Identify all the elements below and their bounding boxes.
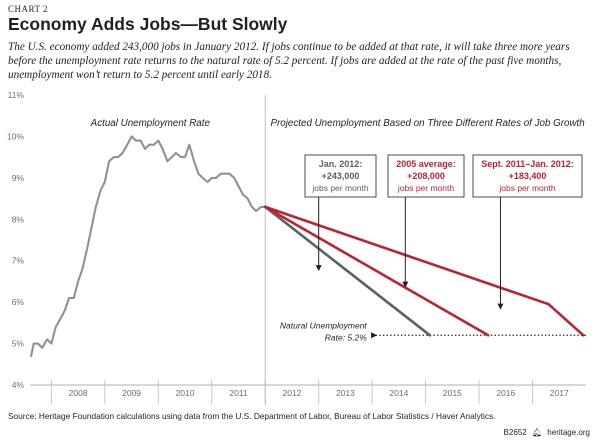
natural-rate-value: Rate: 5.2%	[325, 332, 367, 342]
bell-icon: 🔔︎	[531, 428, 543, 437]
projection-208k-line	[263, 205, 490, 337]
y-tick-label: 7%	[12, 256, 25, 266]
y-tick-label: 9%	[12, 173, 25, 183]
y-tick-label: 11%	[8, 90, 25, 100]
chart-subtitle: The U.S. economy added 243,000 jobs in J…	[8, 41, 570, 81]
x-tick-label: 2009	[122, 388, 141, 398]
x-tick-label: 2008	[69, 388, 88, 398]
source-note: Source: Heritage Foundation calculations…	[8, 411, 496, 421]
callout-208k-title: 2005 average:	[396, 159, 456, 169]
callout-arrow-head	[497, 303, 504, 310]
x-tick-label: 2015	[443, 388, 462, 398]
y-tick-label: 8%	[12, 214, 25, 224]
callout-208k-value: +208,000	[407, 171, 445, 181]
y-tick-label: 10%	[7, 131, 24, 141]
callout-183k-box	[472, 154, 583, 198]
natural-rate-label: Natural Unemployment	[280, 320, 368, 330]
chart-title: Economy Adds Jobs—But Slowly	[8, 14, 288, 34]
report-code: B2652	[503, 428, 527, 437]
plot-background	[26, 93, 596, 406]
x-tick-label: 2017	[550, 388, 569, 398]
chart-number: CHART 2	[8, 4, 49, 14]
callout-183k-title: Sept. 2011–Jan. 2012:	[481, 159, 574, 169]
footer-credit: B2652 🔔︎ heritage.org	[504, 428, 590, 437]
callout-243k-title: Jan. 2012:	[319, 159, 363, 169]
projection-243k-line	[263, 205, 432, 337]
callout-183k-unit: jobs per month	[498, 183, 555, 193]
callout-208k-box	[387, 154, 465, 198]
site-name: heritage.org	[547, 428, 590, 437]
x-tick-label: 2011	[229, 388, 248, 398]
callout-243k-unit: jobs per month	[311, 183, 368, 193]
y-tick-label: 4%	[12, 380, 25, 390]
x-tick-label: 2016	[496, 388, 515, 398]
callout-243k-value: +243,000	[322, 171, 360, 181]
x-tick-label: 2010	[176, 388, 195, 398]
projection-183k-line	[263, 205, 585, 337]
actual-unemployment-line	[30, 135, 267, 358]
x-tick-label: 2012	[283, 388, 302, 398]
y-tick-label: 5%	[12, 339, 25, 349]
callout-183k-value: +183,400	[509, 171, 547, 181]
actual-section-label: Actual Unemployment Rate	[90, 118, 211, 129]
callout-arrow-head	[315, 265, 322, 272]
callout-arrow-head	[402, 281, 409, 288]
natural-rate-arrow	[371, 332, 378, 339]
x-tick-label: 2014	[389, 388, 408, 398]
x-tick-label: 2013	[336, 388, 355, 398]
y-tick-label: 6%	[12, 297, 25, 307]
projected-section-label: Projected Unemployment Based on Three Di…	[271, 118, 585, 129]
callout-208k-unit: jobs per month	[397, 183, 454, 193]
callout-243k-box	[304, 154, 377, 198]
